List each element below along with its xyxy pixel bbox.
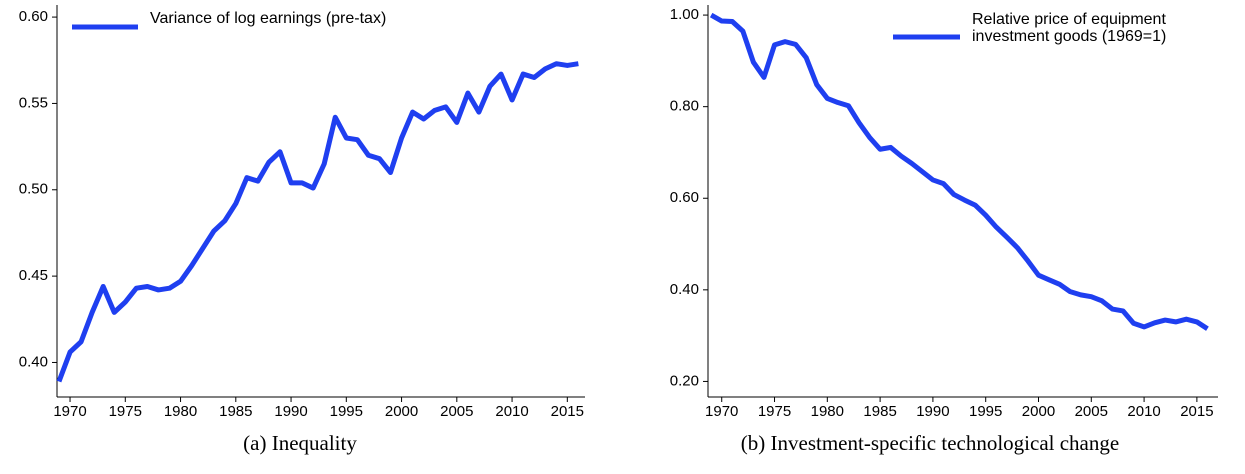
x-tick-label: 1975 [758,403,791,420]
y-tick-label: 0.60 [670,189,699,206]
x-tick-label: 2010 [495,403,528,420]
x-tick-label: 1970 [705,403,738,420]
caption: (b) Investment-specific technological ch… [741,431,1119,455]
y-tick-label: 0.50 [19,181,48,198]
x-tick-label: 1990 [916,403,949,420]
x-tick-label: 2015 [1180,403,1213,420]
y-tick-label: 0.45 [19,267,48,284]
caption: (a) Inequality [243,431,357,455]
y-tick-label: 0.80 [670,98,699,115]
x-tick-label: 1985 [863,403,896,420]
data-line [56,61,579,383]
y-tick-label: 0.55 [19,94,48,111]
legend-label: Variance of log earnings (pre-tax) [150,10,387,27]
x-tick-label: 2010 [1127,403,1160,420]
y-tick-label: 0.40 [670,281,699,298]
x-tick-label: 2005 [1075,403,1108,420]
y-tick-label: 0.60 [19,8,48,25]
x-tick-label: 2015 [551,403,584,420]
x-tick-label: 1980 [164,403,197,420]
x-tick-label: 1980 [811,403,844,420]
x-tick-label: 1995 [330,403,363,420]
x-tick-label: 1990 [274,403,307,420]
legend-label: Relative price of equipment investment g… [972,11,1167,45]
x-tick-label: 1970 [53,403,86,420]
x-tick-label: 1975 [109,403,142,420]
x-tick-label: 2000 [1022,403,1055,420]
x-tick-label: 1995 [969,403,1002,420]
x-tick-label: 2000 [385,403,418,420]
y-tick-label: 0.20 [670,372,699,389]
x-tick-label: 1985 [219,403,252,420]
x-tick-label: 2005 [440,403,473,420]
y-tick-label: 1.00 [670,6,699,23]
y-tick-label: 0.40 [19,353,48,370]
data-line [709,12,1209,331]
